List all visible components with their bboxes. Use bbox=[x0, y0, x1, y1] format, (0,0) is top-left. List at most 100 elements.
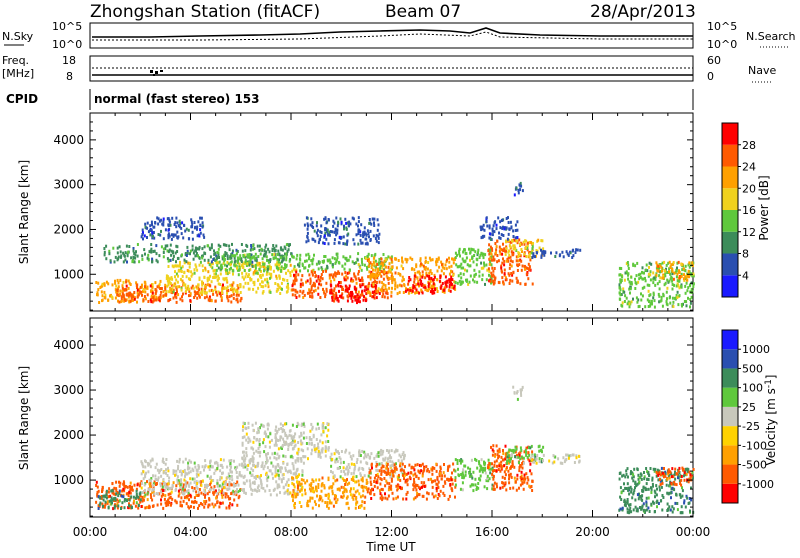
range-gate-cell bbox=[136, 284, 138, 287]
range-gate-cell bbox=[375, 276, 377, 279]
range-gate-cell bbox=[513, 247, 515, 250]
range-gate-cell bbox=[399, 454, 401, 457]
range-gate-cell bbox=[228, 245, 230, 248]
range-gate-cell bbox=[436, 477, 438, 480]
range-gate-cell bbox=[398, 259, 400, 262]
range-gate-cell bbox=[424, 485, 426, 488]
range-gate-cell bbox=[264, 249, 266, 252]
range-gate-cell bbox=[421, 486, 423, 489]
range-gate-cell bbox=[408, 292, 410, 295]
range-gate-cell bbox=[635, 282, 637, 285]
range-gate-cell bbox=[677, 285, 679, 288]
range-gate-cell bbox=[648, 290, 650, 293]
range-gate-cell bbox=[109, 294, 111, 297]
range-gate-cell bbox=[484, 485, 486, 488]
range-gate-cell bbox=[392, 492, 394, 495]
range-gate-cell bbox=[177, 275, 179, 278]
range-gate-cell bbox=[173, 233, 175, 236]
range-gate-cell bbox=[295, 473, 297, 476]
range-gate-cell bbox=[511, 476, 513, 479]
range-gate-cell bbox=[273, 489, 275, 492]
range-gate-cell bbox=[216, 492, 218, 495]
range-gate-cell bbox=[466, 256, 468, 259]
range-gate-cell bbox=[427, 289, 429, 292]
range-gate-cell bbox=[207, 283, 209, 286]
colorbar-swatch bbox=[722, 188, 738, 210]
range-gate-cell bbox=[311, 262, 313, 265]
range-gate-cell bbox=[489, 249, 491, 252]
range-gate-cell bbox=[184, 472, 186, 475]
range-gate-cell bbox=[107, 500, 109, 503]
range-gate-cell bbox=[474, 478, 476, 481]
range-gate-cell bbox=[121, 297, 123, 300]
range-gate-cell bbox=[310, 452, 312, 455]
range-gate-cell bbox=[300, 505, 302, 508]
range-gate-cell bbox=[439, 466, 441, 469]
range-gate-cell bbox=[575, 251, 577, 254]
range-gate-cell bbox=[119, 499, 121, 502]
range-gate-cell bbox=[230, 301, 232, 304]
range-gate-cell bbox=[142, 237, 144, 240]
range-gate-cell bbox=[153, 226, 155, 229]
range-gate-cell bbox=[554, 255, 556, 258]
range-gate-cell bbox=[407, 472, 409, 475]
range-gate-cell bbox=[358, 483, 360, 486]
range-gate-cell bbox=[328, 478, 330, 481]
range-gate-cell bbox=[403, 457, 405, 460]
range-gate-cell bbox=[152, 296, 154, 299]
range-gate-cell bbox=[261, 486, 263, 489]
range-gate-cell bbox=[320, 433, 322, 436]
range-gate-cell bbox=[624, 300, 626, 303]
range-gate-cell bbox=[347, 295, 349, 298]
range-gate-cell bbox=[489, 224, 491, 227]
range-gate-cell bbox=[123, 260, 125, 263]
range-gate-cell bbox=[648, 266, 650, 269]
range-gate-cell bbox=[648, 300, 650, 303]
range-gate-cell bbox=[412, 488, 414, 491]
range-gate-cell bbox=[368, 260, 370, 263]
range-gate-cell bbox=[169, 281, 171, 284]
range-gate-cell bbox=[201, 291, 203, 294]
range-gate-cell bbox=[221, 496, 223, 499]
range-gate-cell bbox=[373, 457, 375, 460]
range-gate-cell bbox=[189, 252, 191, 255]
range-gate-cell bbox=[197, 507, 199, 510]
range-gate-cell bbox=[338, 452, 340, 455]
range-gate-cell bbox=[253, 281, 255, 284]
range-gate-cell bbox=[373, 224, 375, 227]
range-gate-cell bbox=[479, 254, 481, 257]
range-gate-cell bbox=[121, 501, 123, 504]
range-gate-cell bbox=[388, 495, 390, 498]
range-gate-cell bbox=[182, 488, 184, 491]
range-gate-cell bbox=[126, 285, 128, 288]
range-gate-cell bbox=[649, 293, 651, 296]
range-gate-cell bbox=[240, 283, 242, 286]
range-gate-cell bbox=[137, 243, 139, 246]
range-gate-cell bbox=[255, 422, 257, 425]
range-gate-cell bbox=[127, 251, 129, 254]
range-gate-cell bbox=[311, 449, 313, 452]
range-gate-cell bbox=[343, 494, 345, 497]
range-gate-cell bbox=[228, 472, 230, 475]
range-gate-cell bbox=[175, 245, 177, 248]
range-gate-cell bbox=[413, 268, 415, 271]
range-gate-cell bbox=[509, 282, 511, 285]
range-gate-cell bbox=[314, 271, 316, 274]
range-gate-cell bbox=[335, 217, 337, 220]
range-gate-cell bbox=[365, 238, 367, 241]
colorbar-tick-label: 16 bbox=[742, 204, 756, 217]
range-gate-cell bbox=[348, 221, 350, 224]
range-gate-cell bbox=[443, 463, 445, 466]
range-gate-cell bbox=[388, 482, 390, 485]
range-gate-cell bbox=[368, 222, 370, 225]
range-gate-cell bbox=[436, 278, 438, 281]
range-gate-cell bbox=[248, 426, 250, 429]
range-gate-cell bbox=[253, 247, 255, 250]
colorbar-tick-label: 28 bbox=[742, 139, 756, 152]
range-gate-cell bbox=[471, 477, 473, 480]
range-gate-cell bbox=[468, 472, 470, 475]
range-gate-cell bbox=[326, 503, 328, 506]
range-gate-cell bbox=[506, 247, 508, 250]
range-gate-cell bbox=[220, 273, 222, 276]
range-gate-cell bbox=[141, 254, 143, 257]
